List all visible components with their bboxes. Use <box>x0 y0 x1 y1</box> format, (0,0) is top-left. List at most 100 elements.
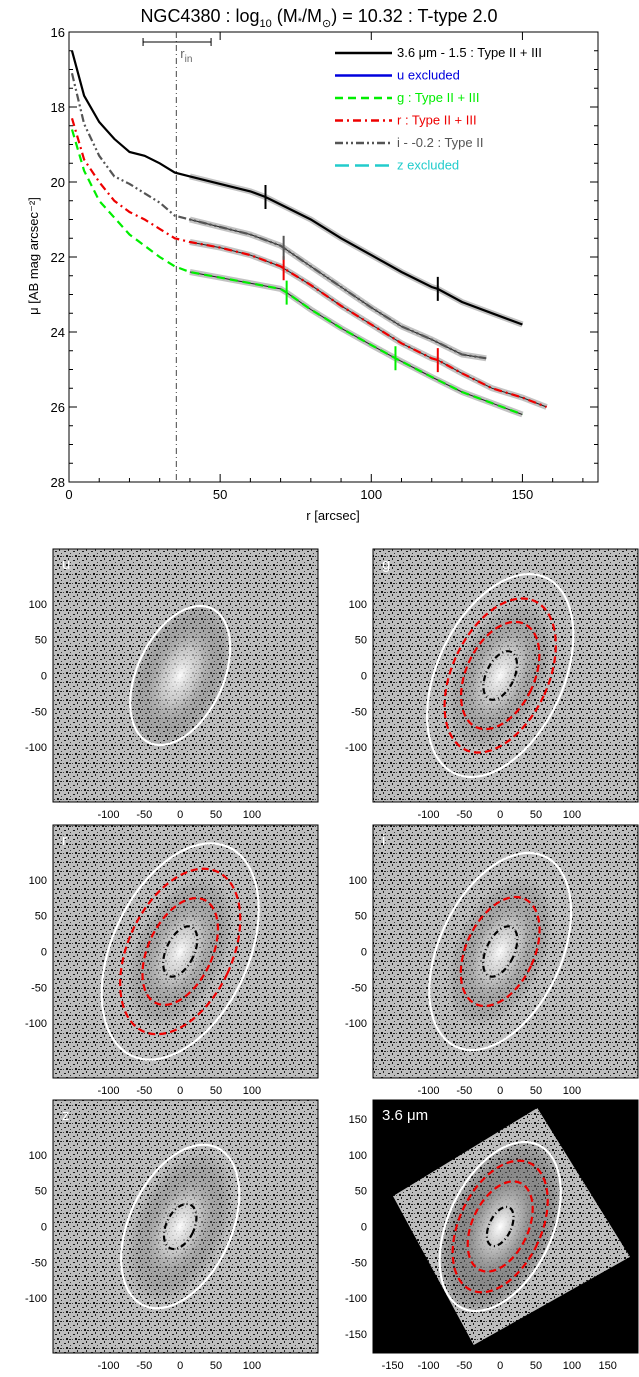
panel-y-tick-label: -150 <box>345 1329 367 1341</box>
profile-plot: 0 50 100 150 16 18 20 22 24 26 28 rin 3.6 μm - 1.5 … <box>26 25 599 523</box>
image-panel-g: g 100 50 0 -50 -100 -100 -50 0 50 100 <box>345 548 639 821</box>
galaxy-light <box>447 600 554 751</box>
series-3-uncertainty-band <box>189 239 548 410</box>
legend-label: r : Type II + III <box>397 113 477 128</box>
panel-y-tick-label: -50 <box>351 706 367 718</box>
isophote-ellipse <box>438 1140 562 1313</box>
panel-x-tick-label: 100 <box>243 1360 261 1372</box>
isophote-ellipse <box>120 1143 241 1310</box>
panel-x-tick-label: -150 <box>382 1360 404 1372</box>
panel-x-tick-label: -50 <box>136 1360 152 1372</box>
y-tick-label: 20 <box>51 175 65 190</box>
panel-y-tick-label: 100 <box>349 875 367 887</box>
galaxy-light <box>127 1151 234 1302</box>
isophote-ellipse <box>426 572 575 779</box>
panel-x-tick-label: -100 <box>418 1360 440 1372</box>
galaxy-light <box>127 876 234 1027</box>
panel-y-tick-label: 0 <box>361 671 367 683</box>
panel-x-tick-label: 0 <box>497 809 503 821</box>
image-panel-3-6um: 3.6 μm 150 100 50 0 -50 -100 -150 -150 -100 -50 0 50… <box>345 1099 639 1372</box>
isophote-ellipse <box>141 896 220 1007</box>
image-panel-r: r 100 50 0 -50 -100 -100 -50 0 50 100 <box>25 824 319 1097</box>
x-axis-label: r [arcsec] <box>306 508 359 523</box>
panel-x-tick-label: 150 <box>599 1360 617 1372</box>
panel-y-tick-label: -50 <box>351 1257 367 1269</box>
panel-y-tick-label: 0 <box>41 947 47 959</box>
y-tick-label: 24 <box>51 325 65 340</box>
panel-y-tick-label: 50 <box>355 635 367 647</box>
x-tick-label: 150 <box>512 487 534 502</box>
panel-x-tick-label: 50 <box>210 1085 222 1097</box>
panel-label: r <box>62 832 67 849</box>
y-tick-label: 28 <box>51 475 65 490</box>
panel-y-tick-label: -50 <box>31 706 47 718</box>
isophote-ellipse <box>482 925 519 978</box>
isophote-ellipse <box>162 1202 198 1251</box>
y-tick-label: 26 <box>51 400 65 415</box>
galaxy-light <box>127 600 234 751</box>
panel-y-tick-label: 0 <box>41 1222 47 1234</box>
series-0-line <box>70 50 523 326</box>
panel-x-tick-label: -100 <box>98 1360 120 1372</box>
legend-label: 3.6 μm - 1.5 : Type II + III <box>397 45 542 60</box>
panel-x-tick-label: -50 <box>136 1085 152 1097</box>
panel-x-tick-label: 100 <box>563 1360 581 1372</box>
panel-y-tick-label: -100 <box>345 1293 367 1305</box>
series-4-line <box>70 73 487 360</box>
panel-x-tick-label: 50 <box>530 1360 542 1372</box>
panel-frame <box>52 1099 319 1354</box>
panel-x-tick-label: -50 <box>456 1085 472 1097</box>
panel-x-tick-label: 0 <box>177 1085 183 1097</box>
isophote-ellipse <box>466 1180 534 1273</box>
panel-frame <box>52 548 319 803</box>
isophote-ellipse <box>459 620 541 731</box>
y-tick-label: 22 <box>51 250 65 265</box>
legend-label: g : Type II + III <box>397 90 480 105</box>
r-in-label: rin <box>180 46 192 65</box>
panel-x-tick-label: 0 <box>497 1085 503 1097</box>
x-tick-label: 0 <box>65 487 72 502</box>
panel-y-tick-label: 50 <box>35 911 47 923</box>
panel-y-tick-label: 50 <box>355 911 367 923</box>
panel-x-tick-label: 100 <box>243 1085 261 1097</box>
panel-frame <box>372 824 639 1079</box>
panel-frame <box>372 548 639 803</box>
series-2-uncertainty-band <box>189 269 524 418</box>
panel-y-tick-label: 100 <box>349 599 367 611</box>
panel-y-tick-label: -100 <box>345 742 367 754</box>
panel-frame <box>372 1099 639 1354</box>
panel-y-tick-label: 100 <box>29 875 47 887</box>
panel-y-tick-label: -100 <box>25 1293 47 1305</box>
panel-label: u <box>62 556 70 573</box>
panel-y-tick-label: 150 <box>349 1114 367 1126</box>
panel-y-tick-label: 100 <box>29 599 47 611</box>
isophote-ellipse <box>482 650 519 701</box>
panel-x-tick-label: -100 <box>418 809 440 821</box>
panel-label: z <box>62 1107 70 1124</box>
y-tick-label: 16 <box>51 25 65 40</box>
panel-y-tick-label: 100 <box>29 1150 47 1162</box>
panel-x-tick-label: 100 <box>243 809 261 821</box>
panel-y-tick-label: 50 <box>355 1186 367 1198</box>
panel-x-tick-label: 50 <box>210 809 222 821</box>
isophote-ellipse <box>459 895 541 1008</box>
legend-label: z excluded <box>397 158 459 173</box>
chart-title: NGC4380 : log10 (M*/M⊙) = 10.32 : T-type… <box>140 6 497 30</box>
image-panel-grid: u 100 50 0 -50 -100 -100 -50 0 50 100 g 100 50 0 -50 -10… <box>25 548 639 1372</box>
isophote-ellipse <box>162 925 199 978</box>
image-panel-z: z 100 50 0 -50 -100 -100 -50 0 50 100 <box>25 1099 319 1372</box>
panel-y-tick-label: -50 <box>31 1257 47 1269</box>
y-axis-label: μ [AB mag arcsec⁻²] <box>26 197 41 315</box>
panel-x-tick-label: 0 <box>497 1360 503 1372</box>
panel-label: 3.6 μm <box>382 1107 428 1124</box>
panel-y-tick-label: 100 <box>349 1150 367 1162</box>
panel-x-tick-label: -100 <box>418 1085 440 1097</box>
x-tick-label: 50 <box>213 487 227 502</box>
panel-y-tick-label: -100 <box>25 742 47 754</box>
panel-y-tick-label: -50 <box>31 982 47 994</box>
panel-label: g <box>382 556 390 573</box>
x-tick-label: 100 <box>360 487 382 502</box>
panel-y-tick-label: 50 <box>35 1186 47 1198</box>
series-3-line <box>70 117 547 409</box>
